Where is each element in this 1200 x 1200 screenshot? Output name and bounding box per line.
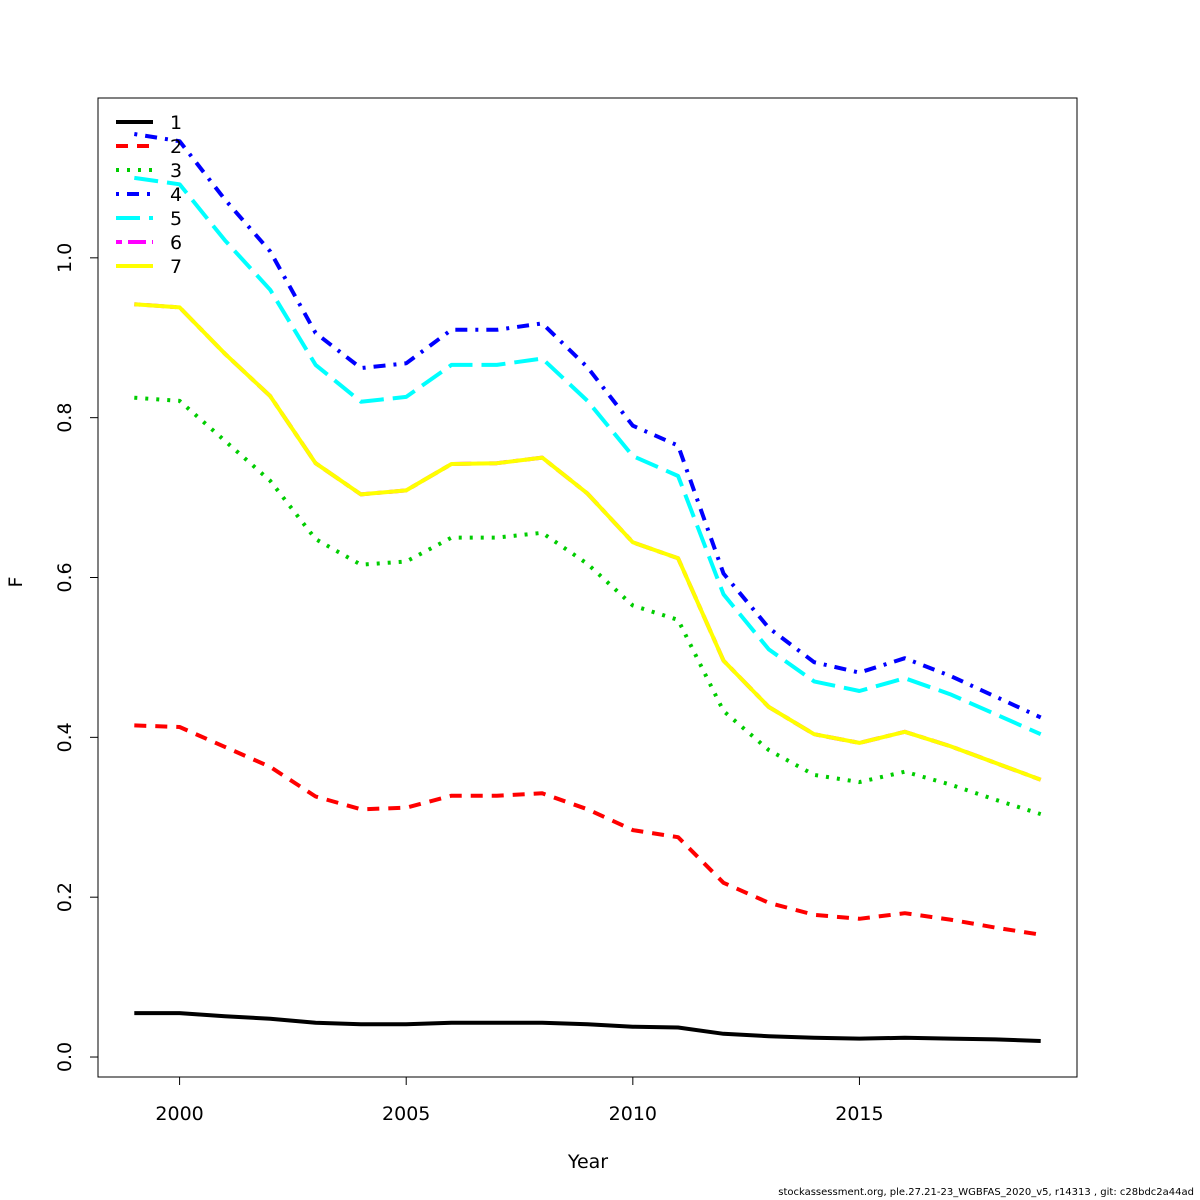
series-line-7 [134, 302, 1042, 782]
plot-frame [97, 97, 1078, 1078]
footer-credit: stockassessment.org, ple.27.21-23_WGBFAS… [778, 1187, 1194, 1198]
series-line-2 [134, 723, 1042, 937]
legend-label-5: 5 [170, 208, 182, 230]
legend-label-3: 3 [170, 160, 182, 182]
series-line-1 [134, 1011, 1041, 1043]
y-axis: 0.0 0.2 0.4 0.6 0.8 1.0 [54, 243, 98, 1072]
legend-label-2: 2 [170, 136, 182, 158]
x-tick-label: 2015 [835, 1103, 883, 1125]
x-axis-label: Year [567, 1151, 608, 1173]
x-axis: 2000 2005 2010 2015 [155, 1077, 884, 1125]
legend-label-1: 1 [170, 112, 182, 134]
series-layer [133, 132, 1042, 1043]
y-tick-label: 1.0 [54, 243, 76, 273]
y-tick-label: 0.0 [54, 1042, 76, 1072]
x-tick-label: 2010 [609, 1103, 657, 1125]
legend-label-6: 6 [170, 232, 182, 254]
y-tick-label: 0.2 [54, 882, 76, 912]
y-axis-label: F [5, 577, 27, 588]
legend-label-7: 7 [170, 256, 182, 278]
x-tick-label: 2005 [382, 1103, 430, 1125]
x-tick-label: 2000 [155, 1103, 203, 1125]
series-line-4 [133, 132, 1042, 720]
series-line-5 [134, 175, 1042, 737]
y-tick-label: 0.8 [54, 403, 76, 433]
y-tick-label: 0.6 [54, 562, 76, 592]
legend-label-4: 4 [170, 184, 182, 206]
y-tick-label: 0.4 [54, 722, 76, 752]
